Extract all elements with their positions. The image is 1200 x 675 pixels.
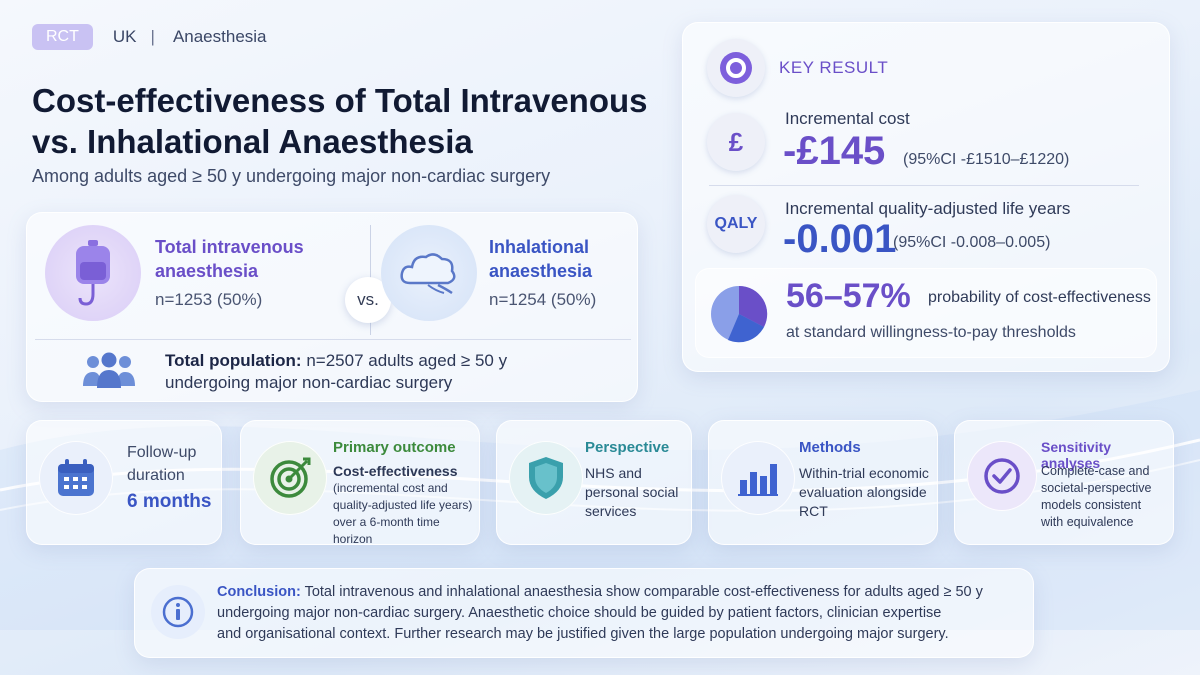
bar-chart-icon — [721, 441, 795, 515]
shield-icon — [509, 441, 583, 515]
total-population-text: Total population: n=2507 adults aged ≥ 5… — [165, 351, 508, 392]
incremental-cost-value: -£145 — [783, 129, 886, 173]
incremental-cost-label: Incremental cost — [785, 109, 910, 128]
primary-outcome-body: Cost-effectiveness (incremental cost and… — [333, 463, 473, 546]
cloud-gas-icon — [381, 225, 477, 321]
sensitivity-head: Sensitivity analyses — [1041, 439, 1112, 471]
check-circle-icon — [967, 441, 1037, 511]
perspective-card: Perspective NHS and personal social serv… — [496, 420, 692, 545]
probability-value: 56–57% — [786, 277, 911, 315]
arm2-n: n=1254 (50%) — [489, 290, 597, 309]
tag-field: Anaesthesia — [172, 27, 267, 46]
comparison-card: Total intravenous anaesthesia n=1253 (50… — [26, 212, 638, 402]
calendar-icon — [39, 441, 113, 515]
target-icon — [253, 441, 327, 515]
methods-body: Within-trial economic evaluation alongsi… — [799, 465, 929, 519]
qaly-ci: (95%CI -0.008–0.005) — [893, 234, 1051, 251]
info-icon — [151, 585, 205, 639]
followup-card: Follow-up duration 6 months — [26, 420, 222, 545]
sensitivity-body: Complete-case and societal-perspective m… — [1041, 464, 1152, 529]
conclusion-card: Conclusion: Total intravenous and inhala… — [134, 568, 1034, 658]
qaly-label: Incremental quality-adjusted life years — [785, 199, 1071, 218]
total-population-row: Total population: n=2507 adults aged ≥ 5… — [35, 339, 631, 395]
target-ring-icon — [707, 39, 765, 97]
incremental-cost-ci: (95%CI -£1510–£1220) — [903, 151, 1070, 168]
followup-label: Follow-up duration — [127, 444, 197, 484]
primary-outcome-card: Primary outcome Cost-effectiveness (incr… — [240, 420, 480, 546]
followup-value: 6 months — [127, 491, 212, 512]
key-result-divider — [709, 185, 1139, 186]
probability-card: 56–57% probability of cost-effectiveness… — [695, 268, 1157, 358]
key-result-card: KEY RESULT £ Incremental cost -£145 (95%… — [682, 22, 1170, 372]
conclusion-text: Conclusion: Total intravenous and inhala… — [217, 584, 983, 642]
tag-separator: | — [150, 27, 155, 46]
primary-outcome-head: Primary outcome — [333, 439, 456, 456]
people-icon — [81, 352, 137, 393]
pound-icon: £ — [707, 113, 765, 171]
key-result-label: KEY RESULT — [779, 58, 889, 77]
qaly-icon: QALY — [707, 195, 765, 253]
qaly-value: -0.001 — [783, 217, 897, 261]
methods-card: Methods Within-trial economic evaluation… — [708, 420, 938, 545]
page-subtitle: Among adults aged ≥ 50 y undergoing majo… — [32, 166, 551, 186]
perspective-head: Perspective — [585, 439, 670, 456]
probability-sub: at standard willingness-to-pay threshold… — [786, 324, 1076, 341]
arm1-title: Total intravenous anaesthesia — [155, 237, 304, 281]
arm1-n: n=1253 (50%) — [155, 290, 263, 309]
iv-bag-icon — [45, 225, 141, 321]
arm2-title: Inhalational anaesthesia — [489, 237, 593, 281]
page-title: Cost-effectiveness of Total Intravenous … — [32, 82, 648, 160]
pie-chart-icon — [708, 283, 770, 350]
sensitivity-card: Sensitivity analyses Complete-case and s… — [954, 420, 1174, 545]
probability-label: probability of cost-effectiveness — [928, 289, 1151, 306]
header-tags: RCT UK | Anaesthesia — [32, 24, 267, 50]
tag-rct: RCT — [32, 24, 93, 50]
methods-head: Methods — [799, 439, 861, 456]
perspective-body: NHS and personal social services — [585, 465, 679, 519]
tag-country: UK — [112, 27, 137, 46]
